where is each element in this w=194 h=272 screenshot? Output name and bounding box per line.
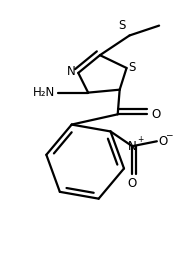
Text: N: N <box>67 66 75 78</box>
Text: O: O <box>151 108 160 121</box>
Text: S: S <box>118 18 126 32</box>
Text: O: O <box>128 177 137 190</box>
Text: −: − <box>165 130 172 139</box>
Text: H₂N: H₂N <box>33 86 56 99</box>
Text: S: S <box>129 60 136 73</box>
Text: N: N <box>128 140 137 153</box>
Text: O: O <box>159 135 168 148</box>
Text: +: + <box>137 135 143 144</box>
